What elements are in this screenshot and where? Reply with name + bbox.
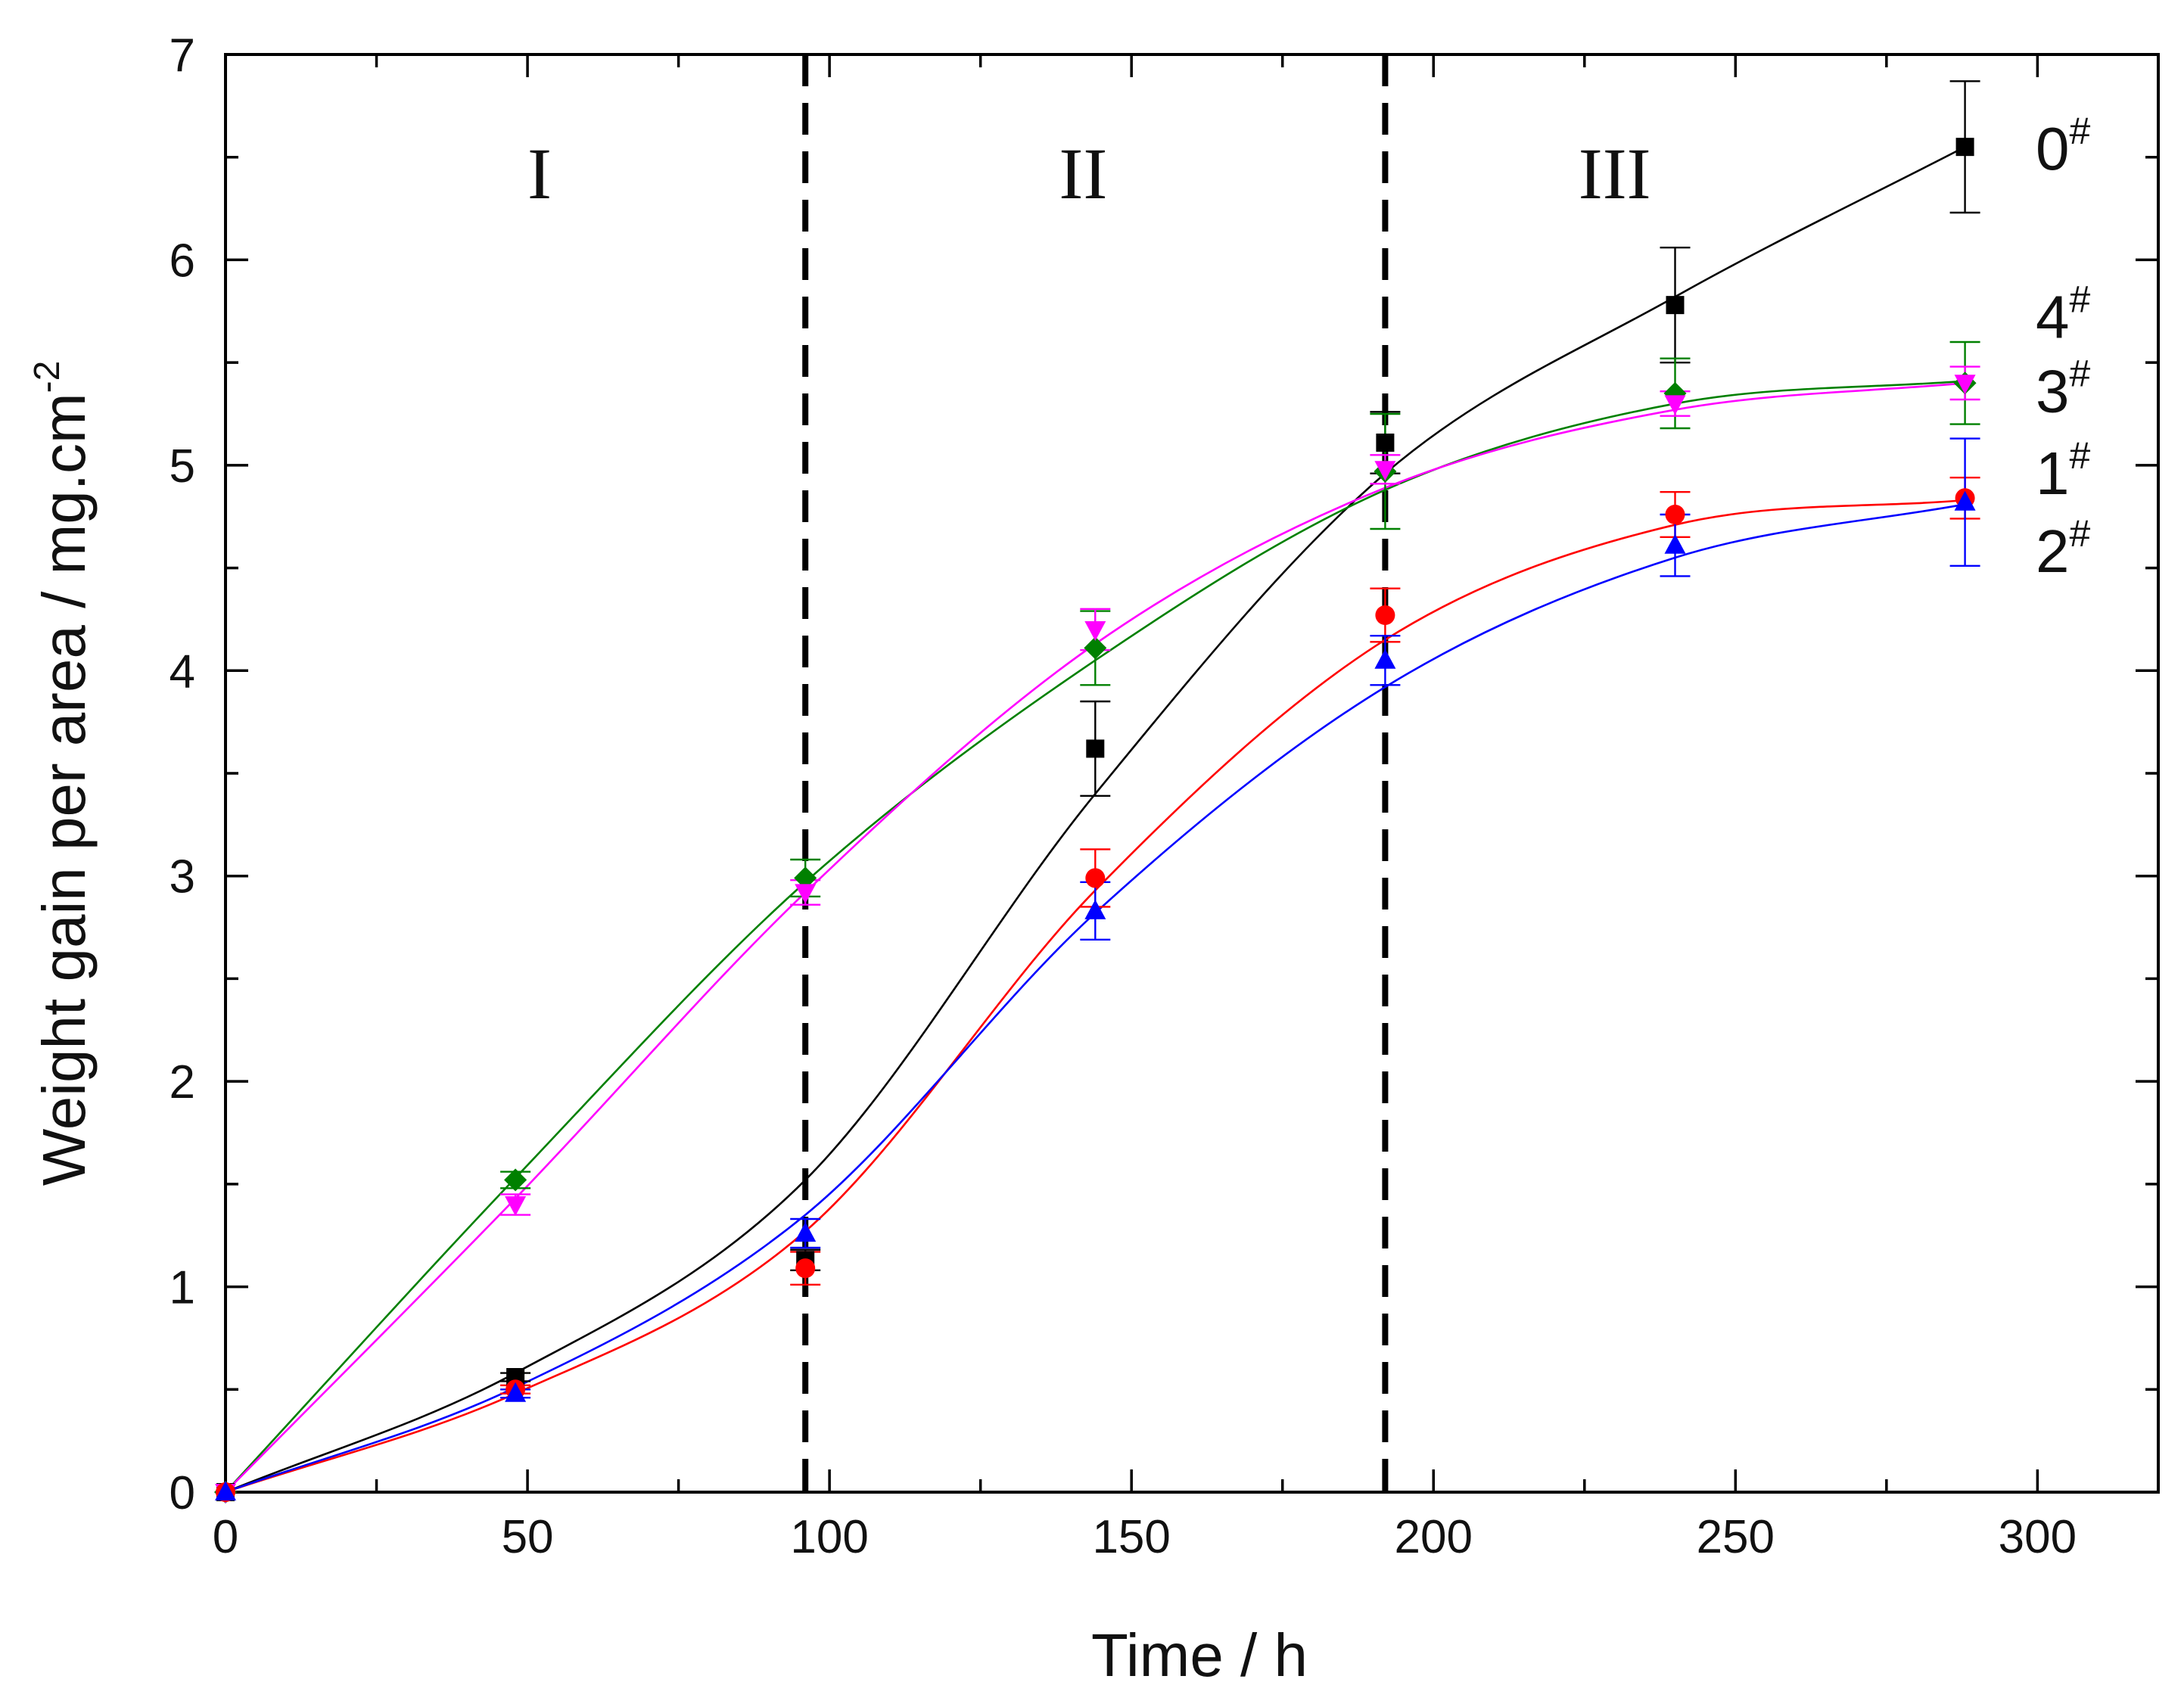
y-axis-title-main: Weight gain per area / mg.cm	[30, 393, 98, 1186]
series-label-2: 2#	[2036, 512, 2091, 585]
x-tick-label: 100	[790, 1511, 868, 1563]
data-point-3	[505, 1196, 527, 1216]
series-label-3: 3#	[2036, 352, 2091, 424]
data-point-3	[795, 884, 817, 904]
y-tick-label: 3	[170, 851, 195, 903]
x-tick-label: 300	[1999, 1511, 2077, 1563]
series-label-0: 0#	[2036, 110, 2091, 182]
x-tick-label: 200	[1395, 1511, 1473, 1563]
data-point-0	[1086, 739, 1105, 758]
fit-curve-3	[225, 381, 1965, 1493]
data-point-2	[505, 1382, 527, 1402]
data-point-1	[795, 1258, 816, 1279]
y-axis-title: Weight gain per area / mg.cm-2	[27, 361, 98, 1186]
data-point-3	[1084, 621, 1106, 641]
data-point-2	[1374, 648, 1396, 669]
data-point-2	[215, 1481, 236, 1500]
data-point-1	[1375, 605, 1395, 625]
data-point-4	[504, 1168, 527, 1192]
y-tick-label: 2	[170, 1056, 195, 1109]
series-label-name: 2	[2036, 518, 2070, 585]
data-point-3	[1374, 461, 1396, 481]
data-point-2	[1954, 490, 1976, 511]
data-point-2	[1084, 899, 1106, 919]
series-label-1: 1#	[2036, 434, 2091, 507]
series-label-name: 4	[2036, 284, 2070, 351]
series-label-name: 3	[2036, 357, 2070, 424]
series-label-sup: #	[2070, 512, 2091, 555]
region-label: III	[1579, 133, 1651, 214]
y-tick-label: 1	[170, 1262, 195, 1314]
series-label-sup: #	[2070, 110, 2091, 152]
y-tick-label: 6	[170, 235, 195, 287]
data-point-1	[1665, 505, 1685, 524]
y-axis-title-sup: -2	[27, 361, 67, 393]
series-label-sup: #	[2070, 434, 2091, 477]
data-point-3	[1954, 375, 1976, 395]
y-tick-label: 5	[170, 440, 195, 493]
y-tick-label: 7	[170, 30, 195, 82]
x-tick-label: 150	[1092, 1511, 1170, 1563]
data-point-0	[1666, 296, 1685, 315]
data-point-4	[1084, 636, 1107, 660]
data-point-0	[1376, 434, 1395, 452]
y-tick-label: 4	[170, 645, 195, 698]
x-axis-title: Time / h	[1091, 1622, 1308, 1689]
series-label-name: 1	[2036, 440, 2070, 507]
fit-curve-0	[225, 145, 1966, 1494]
x-tick-label: 50	[502, 1511, 554, 1563]
series-label-4: 4#	[2036, 278, 2091, 351]
data-point-1	[1085, 868, 1106, 888]
data-point-4	[794, 866, 817, 890]
series-label-name: 0	[2036, 115, 2070, 182]
x-tick-label: 250	[1697, 1511, 1775, 1563]
series-label-sup: #	[2070, 352, 2091, 394]
y-tick-label: 0	[170, 1467, 195, 1519]
x-tick-label: 0	[213, 1511, 238, 1563]
plot-frame	[224, 53, 2160, 1494]
region-label: I	[527, 133, 552, 214]
data-point-2	[795, 1222, 817, 1242]
data-point-0	[1955, 138, 1974, 157]
series-label-sup: #	[2070, 278, 2091, 321]
data-point-3	[1664, 395, 1686, 415]
data-point-2	[1664, 533, 1686, 554]
region-label: II	[1059, 133, 1107, 214]
